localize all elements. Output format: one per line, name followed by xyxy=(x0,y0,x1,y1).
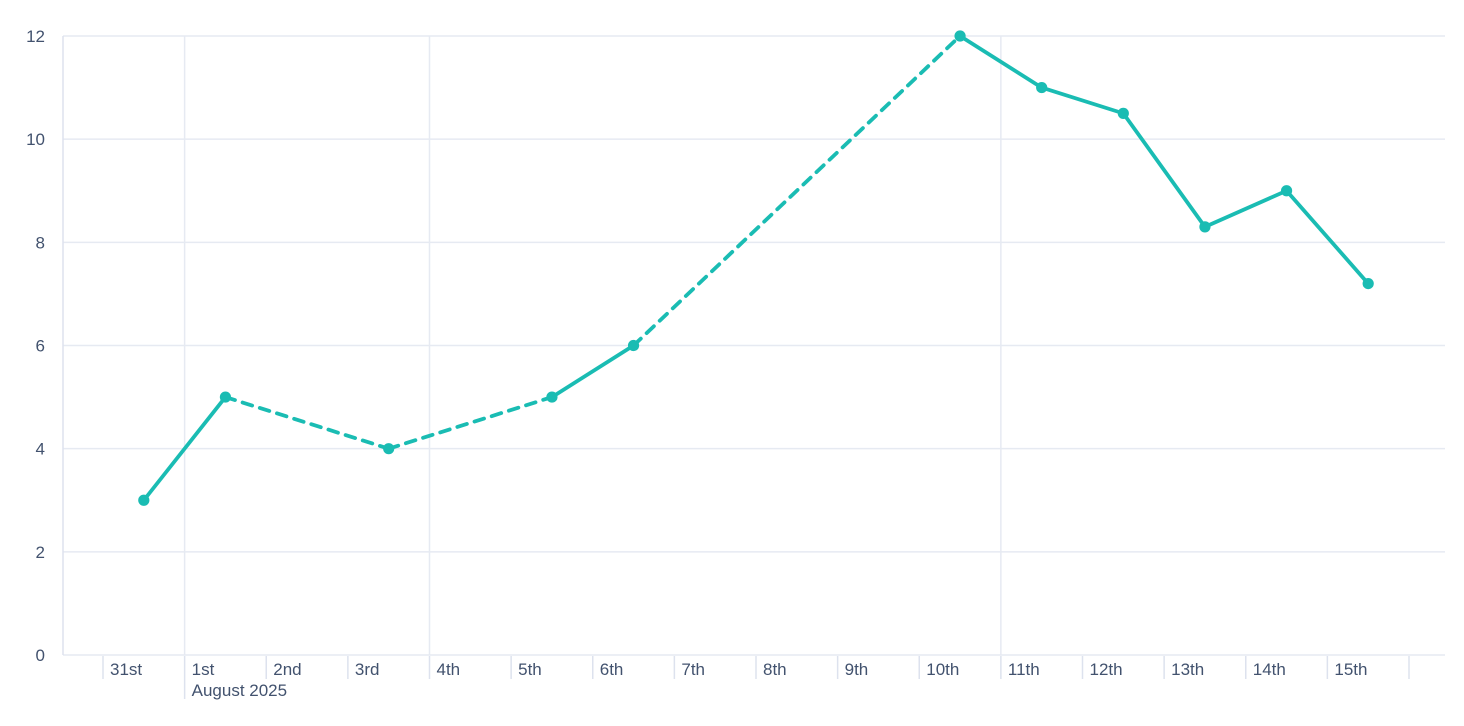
data-point[interactable] xyxy=(383,443,395,455)
line-segment-solid xyxy=(958,34,1044,90)
data-point[interactable] xyxy=(1362,278,1374,290)
line-segment-solid xyxy=(1284,188,1371,286)
line-segment-dashed xyxy=(631,34,962,348)
line-segment-dashed xyxy=(223,395,391,451)
x-axis-label: 4th xyxy=(437,660,461,679)
y-axis-label: 2 xyxy=(36,543,45,562)
line-segment-solid xyxy=(550,343,636,399)
x-axis-label: 9th xyxy=(845,660,869,679)
x-axis-month-label: August 2025 xyxy=(192,681,287,700)
line-segment-dashed xyxy=(386,395,554,451)
x-axis-label: 1st xyxy=(192,660,215,679)
x-axis-label: 14th xyxy=(1253,660,1286,679)
line-segment-solid xyxy=(1203,188,1289,229)
x-axis-label: 11th xyxy=(1008,660,1040,679)
line-segment-solid xyxy=(1039,85,1126,116)
x-axis-label: 12th xyxy=(1090,660,1123,679)
data-point[interactable] xyxy=(1117,107,1129,119)
line-segment-solid xyxy=(1121,111,1207,229)
x-axis-label: 10th xyxy=(926,660,959,679)
y-axis-label: 10 xyxy=(26,130,45,149)
x-axis-label: 6th xyxy=(600,660,624,679)
x-axis-label: 8th xyxy=(763,660,787,679)
x-axis-label: 2nd xyxy=(273,660,301,679)
data-point[interactable] xyxy=(546,391,558,403)
data-point[interactable] xyxy=(1280,185,1293,197)
y-axis-label: 4 xyxy=(36,440,45,459)
data-point[interactable] xyxy=(138,494,150,506)
y-axis-label: 8 xyxy=(36,233,45,252)
x-axis-label: 5th xyxy=(518,660,542,679)
y-axis-label: 0 xyxy=(36,646,45,665)
data-point[interactable] xyxy=(219,391,232,403)
x-axis-label: 31st xyxy=(110,660,142,679)
x-axis-label: 15th xyxy=(1334,660,1367,679)
data-point[interactable] xyxy=(1036,81,1048,94)
data-point[interactable] xyxy=(954,30,966,42)
data-point[interactable] xyxy=(627,339,640,352)
x-axis-label: 3rd xyxy=(355,660,380,679)
line-segment-solid xyxy=(141,395,228,503)
y-axis-label: 12 xyxy=(26,27,45,46)
x-axis-label: 7th xyxy=(681,660,705,679)
x-axis-label: 13th xyxy=(1171,660,1204,679)
y-axis-label: 6 xyxy=(36,337,45,356)
data-point[interactable] xyxy=(1199,221,1211,233)
